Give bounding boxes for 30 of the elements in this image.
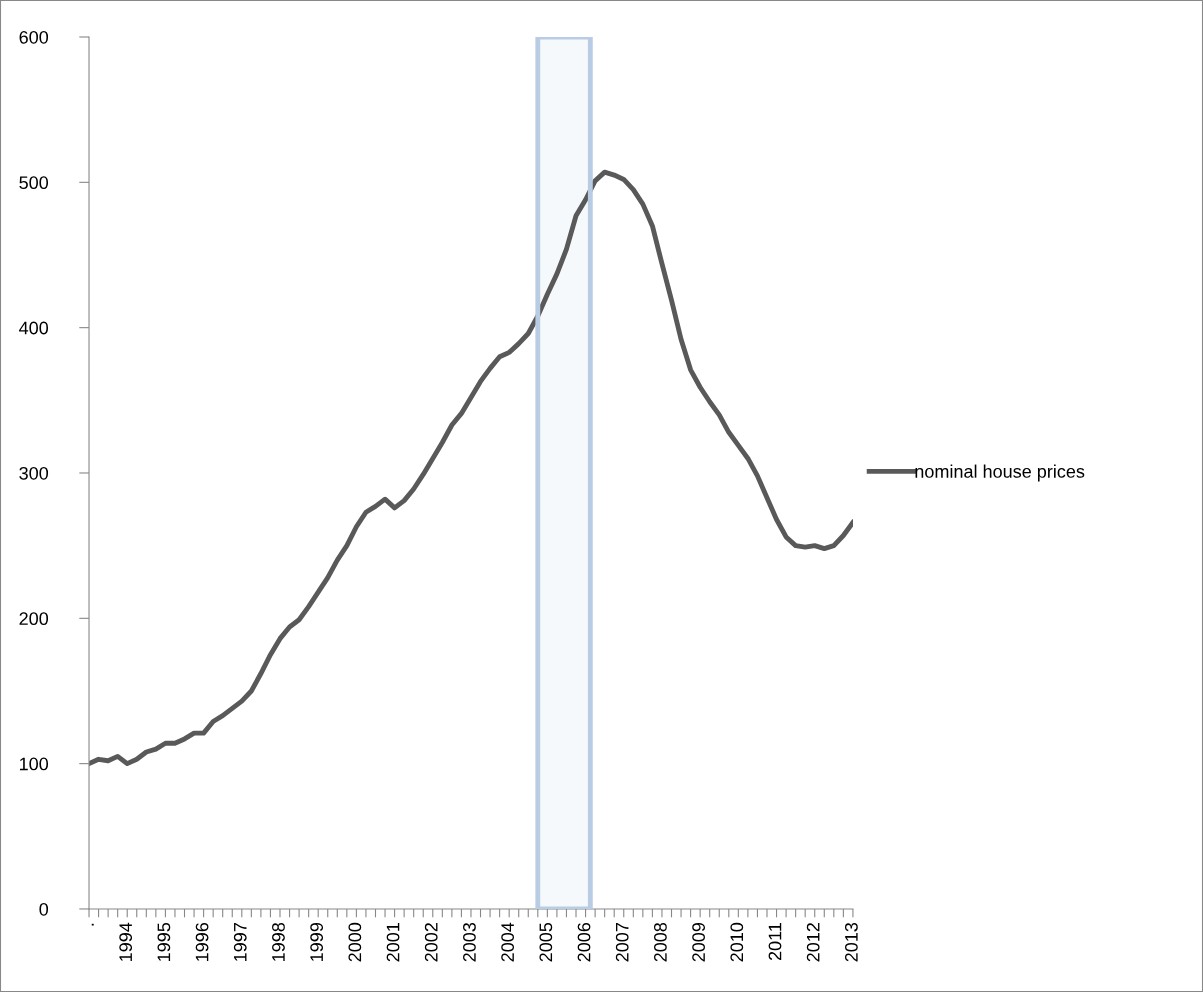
y-tick-label: 600 xyxy=(19,30,49,44)
y-tick-label: 300 xyxy=(19,466,49,480)
x-tick-label: 2013 xyxy=(844,922,858,962)
x-tick-label: 1995 xyxy=(157,922,171,961)
x-tick-label: 2011 xyxy=(768,923,782,961)
x-tick-label: 2003 xyxy=(463,922,476,962)
x-tick-label: 2012 xyxy=(806,923,820,962)
x-tick-label: 1996 xyxy=(195,922,209,961)
y-tick-label: 0 xyxy=(39,902,49,916)
x-tick-label: 2006 xyxy=(577,922,591,962)
x-tick-label: 2010 xyxy=(730,922,744,962)
x-tick-label: 2007 xyxy=(615,923,629,962)
x-tick-label: . xyxy=(91,923,94,926)
x-tick-label: 2009 xyxy=(692,923,705,962)
y-tick-label: 500 xyxy=(19,176,49,190)
x-tick-label: 1994 xyxy=(119,922,133,961)
legend-label: nominal house prices xyxy=(915,464,1085,482)
y-tick-label: 100 xyxy=(20,757,49,771)
x-tick-label: 2002 xyxy=(424,923,438,962)
y-tick-label: 200 xyxy=(19,612,49,626)
x-tick-label: 2008 xyxy=(654,922,667,962)
x-tick-label: 2001 xyxy=(386,923,400,962)
y-tick-label: 400 xyxy=(19,321,49,335)
x-tick-label: 2005 xyxy=(539,922,553,962)
x-tick-label: 2000 xyxy=(348,922,362,962)
x-tick-label: 2004 xyxy=(501,922,515,962)
line-series xyxy=(89,169,853,767)
x-tick-label: 1999 xyxy=(310,923,324,961)
x-tick-label: 1998 xyxy=(272,922,285,961)
x-tick-label: 1997 xyxy=(233,923,247,961)
